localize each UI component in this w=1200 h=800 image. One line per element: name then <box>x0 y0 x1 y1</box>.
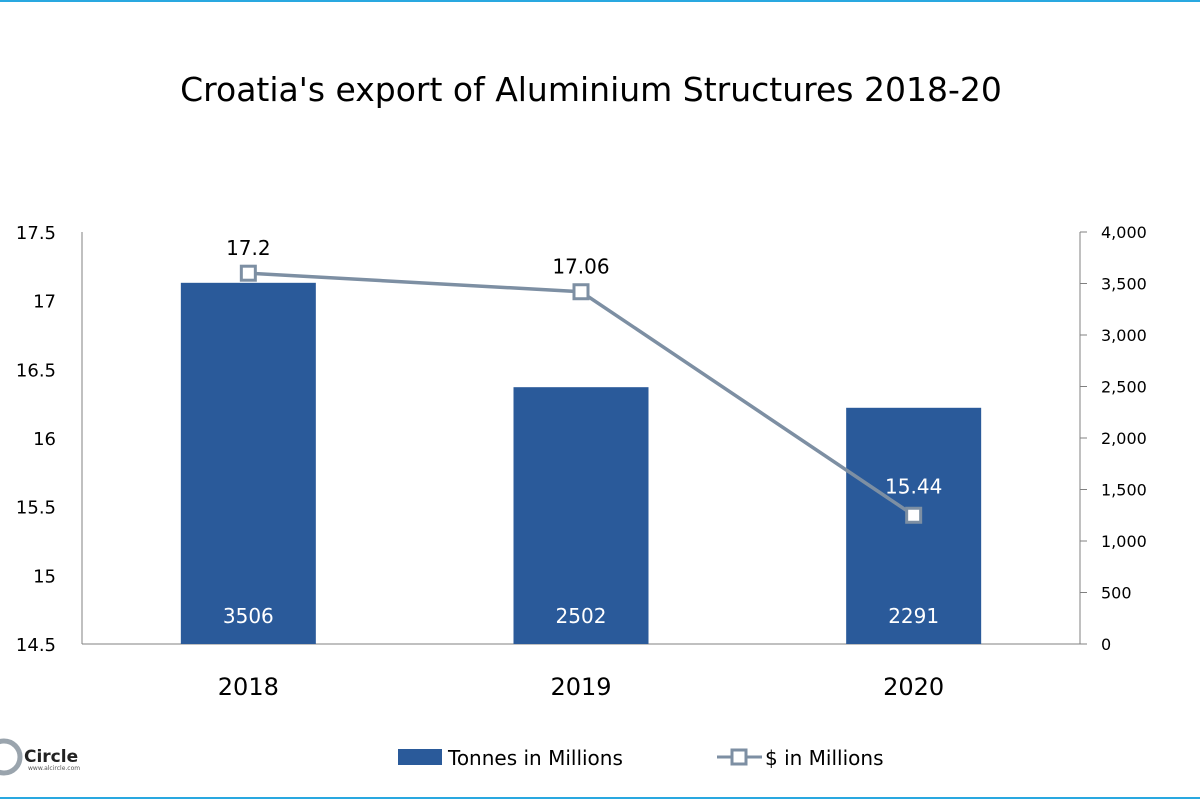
line-data-label: 15.44 <box>885 474 942 498</box>
category-labels: 2018 2019 2020 <box>218 673 944 701</box>
y-tick-label-right: 1,500 <box>1101 481 1147 500</box>
frame-bottom-border <box>0 797 1200 799</box>
y-tick-label-right: 0 <box>1101 635 1111 654</box>
legend-label-tonnes: Tonnes in Millions <box>447 746 623 770</box>
line-marker <box>572 283 590 301</box>
logo-url: www.alcircle.com <box>28 765 80 772</box>
bar-series: 3506 2502 2291 <box>180 282 982 644</box>
y-tick-label-left: 17 <box>33 292 56 313</box>
y-tick-label-left: 15.5 <box>16 498 56 519</box>
y-tick-label-left: 16 <box>33 429 56 450</box>
chart-title: Croatia's export of Aluminium Structures… <box>180 70 1002 109</box>
x-tick-label: 2018 <box>218 673 279 701</box>
y-tick-label-left: 17.5 <box>16 223 56 244</box>
legend-line-marker <box>730 748 748 766</box>
bar <box>513 387 649 644</box>
y-tick-label-right: 3,000 <box>1101 326 1147 345</box>
alcircle-logo: Circle www.alcircle.com <box>0 738 80 776</box>
line-marker <box>905 506 923 524</box>
frame-top-border <box>0 0 1200 2</box>
legend-label-dollars: $ in Millions <box>765 746 884 770</box>
bar-data-label: 2502 <box>556 604 607 628</box>
legend: Tonnes in Millions $ in Millions <box>398 746 884 770</box>
y-tick-label-right: 2,500 <box>1101 378 1147 397</box>
bar-data-label: 2291 <box>888 604 939 628</box>
x-tick-label: 2020 <box>883 673 944 701</box>
y-tick-label-right: 4,000 <box>1101 223 1147 242</box>
y-tick-label-right: 2,000 <box>1101 429 1147 448</box>
y-tick-label-left: 15 <box>33 566 56 587</box>
line-data-label: 17.06 <box>552 255 609 279</box>
y-tick-label-right: 500 <box>1101 584 1132 603</box>
y-tick-label-left: 14.5 <box>16 635 56 656</box>
y-tick-label-right: 3,500 <box>1101 275 1147 294</box>
y-tick-label-right: 1,000 <box>1101 532 1147 551</box>
line-marker <box>239 264 257 282</box>
axes: 14.5 15 15.5 16 16.5 17 17.5 0 500 1,000 1,500 2,00… <box>16 223 1147 656</box>
line-data-label: 17.2 <box>226 236 271 260</box>
legend-bar-swatch <box>398 749 442 765</box>
bar-data-label: 3506 <box>223 604 274 628</box>
y-tick-label-left: 16.5 <box>16 360 56 381</box>
line-series: 17.2 17.06 15.44 <box>226 236 942 524</box>
logo-ring <box>0 738 23 776</box>
x-tick-label: 2019 <box>550 673 611 701</box>
logo-text: Circle <box>24 747 78 767</box>
bar <box>180 282 316 644</box>
bar <box>846 407 982 644</box>
